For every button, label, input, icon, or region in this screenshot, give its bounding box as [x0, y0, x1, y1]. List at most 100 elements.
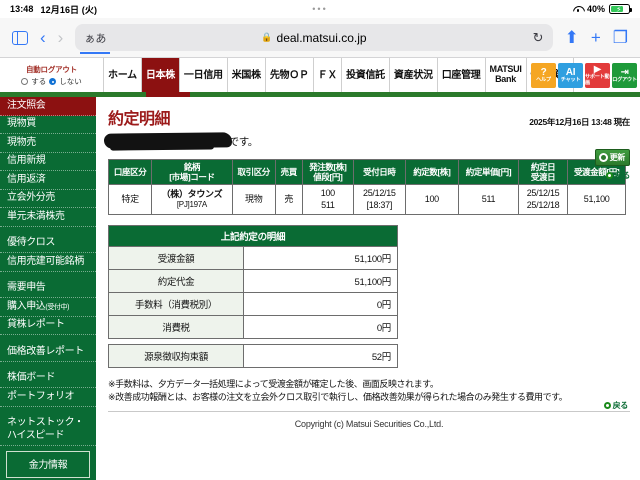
icon-glyph: ⇥	[620, 66, 629, 78]
sidebar-toggle-icon[interactable]	[12, 30, 28, 45]
sidebar-item-label: 価格改善レポート	[7, 345, 84, 357]
status-center-dots: •••	[312, 4, 328, 14]
sidebar-spacer	[0, 407, 96, 415]
ai-chat-icon[interactable]: AI チャット	[558, 62, 583, 88]
nav-item-label: 先物ＯＰ	[269, 69, 309, 81]
nav-item-label: ＦＸ	[317, 69, 338, 81]
withholding-label: 源泉徴収拘束額	[108, 343, 244, 368]
wifi-icon	[573, 5, 583, 13]
sidebar-spacer	[0, 272, 96, 280]
sidebar-item-3[interactable]: 信用新規	[0, 153, 96, 171]
exec-date: 25/12/15	[526, 188, 560, 199]
column-header-line: 発注数[株]	[309, 162, 347, 172]
icon-glyph: ▶	[593, 64, 602, 76]
sidebar-item-label: 単元未満株売	[7, 210, 65, 222]
sidebar-item-14[interactable]: ポートフォリオ	[0, 388, 96, 407]
sidebar-item-4[interactable]: 信用返済	[0, 171, 96, 190]
cell-settle-amount: 51,100	[567, 184, 626, 215]
detail-label-3: 消費税	[108, 314, 244, 339]
back-link-bottom-inner[interactable]: 戻る	[603, 400, 629, 411]
column-header-0: 口座区分	[107, 158, 153, 186]
auto-logout-off-radio[interactable]	[49, 78, 57, 85]
cell-buy-sell: 売	[274, 184, 303, 215]
icon-label: チャット	[560, 76, 581, 83]
refresh-button[interactable]: 更新	[594, 149, 630, 166]
text-size-button[interactable]: ぁあ	[80, 30, 111, 54]
detail-value-0: 51,100円	[243, 245, 398, 270]
detail-row: 約定代金 51,100円	[108, 268, 398, 293]
sidebar-item-label: ポートフォリオ	[7, 390, 75, 402]
back-icon[interactable]: ‹	[40, 28, 46, 47]
sidebar-spacer	[0, 335, 96, 343]
forward-icon: ›	[57, 28, 64, 47]
stock-code: [PJ]197A	[176, 200, 207, 210]
auto-logout-on-radio[interactable]	[21, 78, 29, 85]
back-link-bottom[interactable]: 戻る	[603, 397, 629, 411]
stock-name: （株）タウンズ	[161, 189, 223, 199]
back-link[interactable]: 戻る	[595, 170, 630, 181]
footnotes: ※手数料は、夕方データ一括処理によって受渡金額が確定した後、画面反映されます。 ※…	[108, 378, 630, 405]
redaction-bar	[103, 132, 233, 149]
auto-logout-title: 自動ログアウト	[25, 65, 78, 74]
address-bar[interactable]: ぁあ 🔒 deal.matsui.co.jp ↻	[75, 24, 553, 54]
reload-icon[interactable]: ↻	[532, 29, 544, 45]
nav-item-3[interactable]: 米国株	[228, 58, 266, 92]
sidebar-item-2[interactable]: 現物売	[0, 134, 96, 153]
sidebar-item-5[interactable]: 立会外分売	[0, 190, 96, 208]
help-icon[interactable]: ? ヘルプ	[531, 62, 556, 88]
sidebar-item-label: 信用売建可能銘柄	[7, 255, 84, 267]
sidebar-item-label: 現物売	[7, 136, 36, 148]
sidebar-item-1[interactable]: 現物買	[0, 116, 96, 134]
status-bar-right: 40% ⚡	[573, 4, 632, 14]
icon-label: ログアウト	[612, 76, 637, 83]
sidebar-item-12[interactable]: 価格改善レポート	[0, 343, 96, 362]
sidebar-item-label: 株価ボード	[7, 372, 55, 383]
nav-item-7[interactable]: 資産状況	[390, 58, 438, 92]
sidebar-item-8[interactable]: 信用売建可能銘柄	[0, 253, 96, 272]
sidebar-item-13[interactable]: 株価ボード	[0, 370, 96, 388]
sidebar-item-10[interactable]: 購入申込(受付中)	[0, 298, 96, 317]
support-video-icon[interactable]: ▶ サポート動画	[585, 62, 610, 88]
back-link-bottom-label: 戻る	[612, 401, 629, 410]
sidebar-item-label: 現物買	[7, 118, 36, 129]
icon-glyph: ?	[540, 66, 547, 78]
nav-item-1[interactable]: 日本株	[141, 58, 180, 92]
status-time: 13:48	[10, 4, 34, 14]
logout-icon[interactable]: ⇥ ログアウト	[612, 62, 637, 88]
nav-item-4[interactable]: 先物ＯＰ	[266, 58, 314, 92]
sidebar-item-11[interactable]: 貸株レポート	[0, 317, 96, 335]
share-icon[interactable]: ⬆	[564, 28, 579, 47]
nav-item-8[interactable]: 口座管理	[438, 58, 486, 92]
auto-logout-control[interactable]: 自動ログアウト する しない	[0, 58, 104, 92]
nav-item-0[interactable]: ホーム	[104, 58, 142, 92]
nav-item-2[interactable]: 一日信用	[180, 58, 228, 92]
nav-item-9[interactable]: MATSUI Bank	[486, 58, 527, 92]
greeting-line: 様の約定明細です。	[103, 132, 630, 151]
new-tab-icon[interactable]: +	[590, 28, 601, 47]
sidebar-item-label: 信用返済	[7, 173, 46, 185]
sidebar-item-9[interactable]: 需要申告	[0, 280, 96, 298]
site-top-nav: 自動ログアウト する しない ホーム 日本株 一日信用 米国株 先物ＯＰ ＦＸ 投資信託 資産…	[0, 58, 640, 92]
table-row: 特定 （株）タウンズ [PJ]197A 現物 売 100 511 25/12/1…	[107, 184, 626, 215]
nav-item-6[interactable]: 投資信託	[342, 58, 390, 92]
detail-caption: 上記約定の明細	[108, 224, 398, 247]
withholding-table: 源泉徴収拘束額 52円	[108, 343, 398, 368]
sidebar-item-6[interactable]: 単元未満株売	[0, 208, 96, 227]
copyright-text: Copyright (c) Matsui Securities Co.,Ltd.	[294, 418, 444, 429]
sidebar-item-15[interactable]: ネットストック・ ハイスピード	[0, 415, 96, 446]
column-header-6: 約定数[株]	[404, 158, 460, 186]
cell-exec-qty: 100	[404, 184, 460, 215]
auto-logout-options[interactable]: する しない	[21, 76, 82, 87]
sidebar-bottom-button[interactable]: 金力情報	[6, 450, 90, 478]
back-arrow-icon	[605, 172, 613, 179]
sidebar-item-label: 購入申込	[7, 300, 46, 312]
icon-label: ヘルプ	[536, 76, 551, 83]
nav-item-5[interactable]: ＦＸ	[314, 58, 343, 92]
tabs-icon[interactable]: ❐	[612, 28, 628, 47]
page-body: 注文照会現物買現物売信用新規信用返済立会外分売単元未満株売優待クロス信用売建可能…	[0, 97, 640, 480]
column-header-line: 約定単価[円]	[465, 167, 512, 178]
column-header-line: 取引区分	[237, 167, 271, 178]
sidebar-item-7[interactable]: 優待クロス	[0, 235, 96, 253]
sidebar-item-0[interactable]: 注文照会	[0, 97, 96, 116]
order-qty: 100	[320, 188, 335, 199]
